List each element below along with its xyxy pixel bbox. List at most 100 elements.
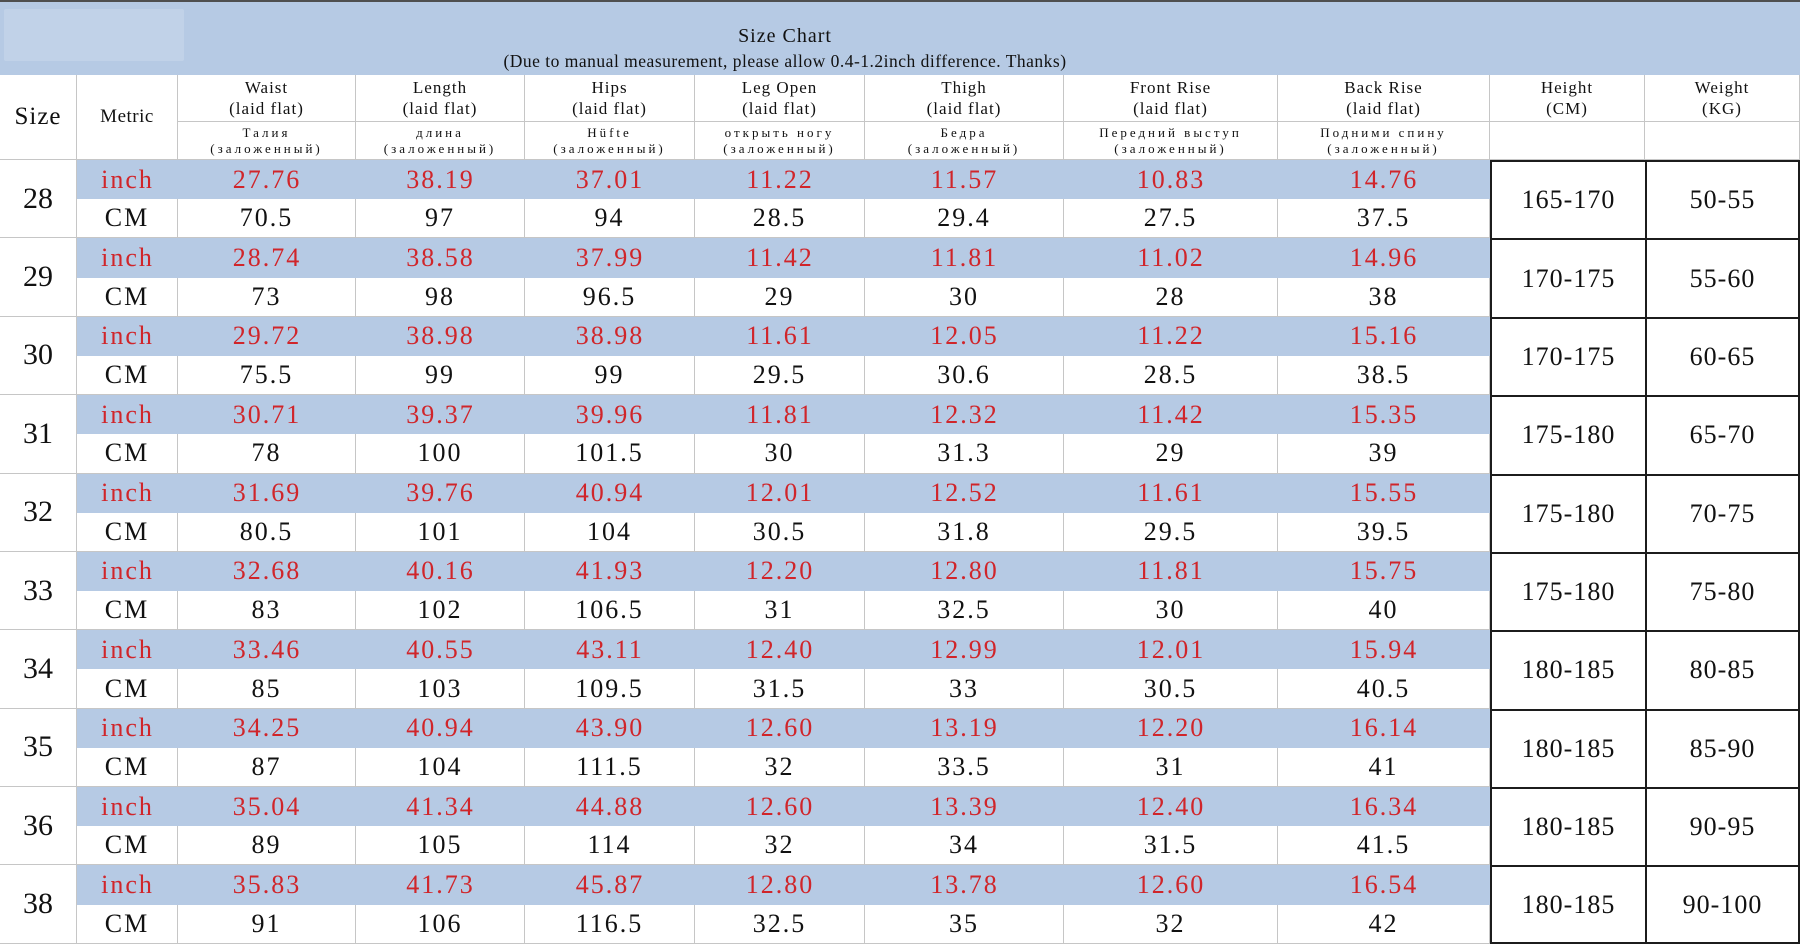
value-inch-28-hips: 37.01 [525, 160, 695, 200]
weight-cell-34: 80-85 [1645, 630, 1800, 709]
value-cm-31-hips-line-1: 101.5 [575, 438, 644, 468]
value-cm-38-length: 106 [356, 904, 525, 944]
value-inch-36-front-rise-line-1: 12.40 [1136, 791, 1206, 821]
value-inch-34-back-rise-line-1: 15.94 [1349, 634, 1419, 664]
value-cm-32-hips-line-1: 104 [587, 516, 632, 546]
value-inch-28-back-rise-line-1: 14.76 [1349, 164, 1419, 194]
value-cm-31-leg-open-line-1: 30 [764, 438, 795, 468]
value-cm-31-thigh-line-1: 31.3 [937, 438, 991, 468]
value-cm-31-back-rise: 39 [1278, 434, 1490, 474]
value-inch-34-leg-open-line-1: 12.40 [745, 634, 815, 664]
value-inch-34-hips: 43.11 [525, 630, 695, 670]
header-cell-leg-open: Leg Open (laid flat) [695, 75, 865, 122]
size-cell-31-line-1: 31 [23, 416, 53, 450]
value-inch-32-leg-open: 12.01 [695, 473, 865, 513]
value-cm-33-thigh: 32.5 [865, 591, 1064, 631]
subheader-cell-thigh-line-2: (заложенный) [907, 140, 1021, 156]
height-cell-29: 170-175 [1490, 238, 1645, 317]
height-cell-30: 170-175 [1490, 316, 1645, 396]
value-inch-30-back-rise-line-1: 15.16 [1349, 321, 1419, 351]
value-cm-38-length-line-1: 106 [417, 908, 463, 938]
chart-subtitle: (Due to manual measurement, please allow… [503, 51, 1067, 71]
value-inch-28-length: 38.19 [356, 160, 525, 200]
value-inch-31-waist-line-1: 30.71 [232, 399, 302, 429]
value-cm-28-hips-line-1: 94 [594, 203, 625, 233]
height-cell-32-line-1: 175-180 [1521, 498, 1616, 528]
value-inch-29-leg-open-line-1: 11.42 [746, 242, 814, 272]
value-inch-38-leg-open: 12.80 [695, 865, 865, 905]
value-cm-29-waist-line-1: 73 [251, 281, 282, 311]
header-cell-height-line-1: Height [1540, 78, 1594, 97]
value-cm-32-length-line-1: 101 [417, 516, 463, 546]
value-inch-31-leg-open-line-1: 11.81 [746, 399, 814, 429]
metric-inch-cell-28-line-1: inch [101, 164, 154, 194]
value-cm-28-front-rise: 27.5 [1064, 199, 1278, 239]
value-inch-29-length-line-1: 38.58 [406, 242, 475, 272]
value-cm-29-waist: 73 [178, 277, 356, 317]
size-cell-38: 38 [0, 865, 77, 944]
value-cm-34-back-rise: 40.5 [1278, 669, 1490, 709]
value-cm-36-waist: 89 [178, 826, 356, 866]
size-cell-28-line-1: 28 [23, 181, 53, 215]
value-inch-32-thigh: 12.52 [865, 473, 1064, 513]
metric-cm-cell-31-line-1: CM [104, 438, 150, 468]
value-cm-35-front-rise-line-1: 31 [1155, 751, 1186, 781]
value-cm-38-thigh-line-1: 35 [949, 908, 979, 938]
value-inch-31-leg-open: 11.81 [695, 395, 865, 435]
metric-inch-cell-30-line-1: inch [101, 321, 154, 351]
value-cm-30-thigh: 30.6 [865, 355, 1064, 396]
value-inch-28-front-rise-line-1: 10.83 [1136, 164, 1206, 194]
value-cm-32-front-rise: 29.5 [1064, 512, 1278, 552]
metric-cm-cell-38: CM [77, 904, 178, 944]
value-inch-35-back-rise-line-1: 16.14 [1349, 713, 1419, 743]
value-cm-38-leg-open-line-1: 32.5 [752, 908, 807, 938]
value-inch-30-length-line-1: 38.98 [406, 321, 475, 351]
metric-inch-cell-33-line-1: inch [101, 556, 154, 586]
header-cell-back-rise-line-1: Back Rise [1344, 78, 1423, 97]
value-cm-35-hips: 111.5 [525, 747, 695, 787]
size-cell-35: 35 [0, 708, 77, 787]
value-inch-34-length: 40.55 [356, 630, 525, 670]
height-cell-38: 180-185 [1490, 865, 1645, 944]
weight-cell-35: 85-90 [1645, 708, 1800, 787]
value-cm-28-hips: 94 [525, 199, 695, 239]
value-cm-28-leg-open-line-1: 28.5 [752, 203, 807, 233]
height-cell-34: 180-185 [1490, 630, 1645, 709]
value-inch-36-hips-line-1: 44.88 [575, 791, 645, 821]
value-inch-31-back-rise-line-1: 15.35 [1349, 399, 1419, 429]
value-inch-32-length-line-1: 39.76 [406, 478, 475, 508]
value-cm-33-back-rise-line-1: 40 [1368, 595, 1399, 625]
value-inch-28-leg-open: 11.22 [695, 160, 865, 200]
value-cm-38-front-rise-line-1: 32 [1155, 908, 1186, 938]
value-inch-34-thigh: 12.99 [865, 630, 1064, 670]
value-cm-30-leg-open: 29.5 [695, 355, 865, 396]
weight-cell-38: 90-100 [1645, 865, 1800, 944]
value-cm-35-hips-line-1: 111.5 [576, 751, 643, 781]
value-cm-30-length: 99 [356, 355, 525, 396]
value-inch-35-leg-open: 12.60 [695, 708, 865, 748]
value-cm-36-waist-line-1: 89 [251, 830, 282, 860]
value-cm-38-hips: 116.5 [525, 904, 695, 944]
value-cm-38-front-rise: 32 [1064, 904, 1278, 944]
value-cm-34-back-rise-line-1: 40.5 [1356, 673, 1411, 703]
value-cm-28-leg-open: 28.5 [695, 199, 865, 239]
value-inch-35-waist-line-1: 34.25 [232, 713, 302, 743]
header-cell-size: Size [0, 75, 77, 160]
height-cell-35-line-1: 180-185 [1521, 733, 1616, 763]
size-cell-33: 33 [0, 551, 77, 631]
value-inch-32-front-rise-line-1: 11.61 [1137, 478, 1205, 508]
value-cm-34-length: 103 [356, 669, 525, 709]
weight-cell-32: 70-75 [1645, 473, 1800, 552]
value-inch-31-thigh-line-1: 12.32 [930, 399, 999, 429]
value-inch-29-leg-open: 11.42 [695, 238, 865, 278]
weight-cell-33: 75-80 [1645, 551, 1800, 631]
height-cell-32: 175-180 [1490, 473, 1645, 552]
header-cell-thigh-line-1: Thigh [941, 78, 987, 97]
metric-inch-cell-35: inch [77, 708, 178, 748]
value-cm-35-front-rise: 31 [1064, 747, 1278, 787]
weight-cell-31-line-1: 65-70 [1689, 420, 1756, 450]
size-cell-28: 28 [0, 160, 77, 239]
size-cell-38-line-1: 38 [23, 887, 53, 921]
size-cell-34: 34 [0, 630, 77, 709]
value-cm-30-back-rise-line-1: 38.5 [1356, 360, 1411, 390]
